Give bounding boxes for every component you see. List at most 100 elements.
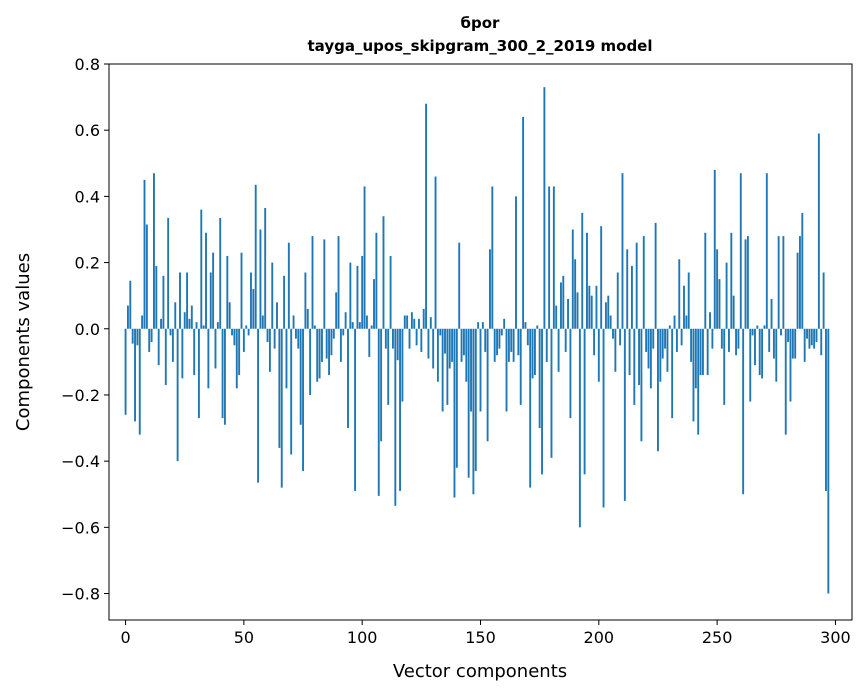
bar-205 <box>609 315 612 329</box>
bar-181 <box>552 186 555 329</box>
bar-79 <box>311 236 314 329</box>
bar-274 <box>772 328 775 359</box>
bar-95 <box>349 262 352 329</box>
bar-150 <box>479 328 482 412</box>
bar-283 <box>794 328 797 359</box>
y-axis-label: Components values <box>13 253 34 431</box>
y-tick-label: 0.4 <box>75 187 100 206</box>
bar-272 <box>768 328 771 352</box>
bar-264 <box>749 328 752 402</box>
bar-5 <box>136 328 139 346</box>
bar-77 <box>306 308 309 329</box>
bar-75 <box>302 328 304 472</box>
bar-90 <box>337 236 340 329</box>
bar-39 <box>216 322 219 329</box>
bar-69 <box>287 242 290 329</box>
bar-8 <box>143 179 146 329</box>
bar-294 <box>820 328 823 356</box>
bar-198 <box>593 328 596 356</box>
bar-116 <box>399 328 401 491</box>
bar-173 <box>533 328 536 376</box>
bar-217 <box>638 328 640 386</box>
bar-189 <box>571 229 574 329</box>
bar-127 <box>425 103 428 329</box>
bar-248 <box>711 328 714 349</box>
bar-141 <box>458 242 461 329</box>
bar-222 <box>649 328 652 389</box>
bar-133 <box>439 328 442 336</box>
bar-125 <box>420 328 423 352</box>
bar-38 <box>214 328 217 369</box>
bar-220 <box>645 328 648 352</box>
bar-180 <box>550 328 553 458</box>
bar-226 <box>659 328 662 382</box>
bar-235 <box>680 328 683 346</box>
bar-271 <box>765 173 768 329</box>
bar-172 <box>531 328 534 379</box>
bar-281 <box>789 328 792 402</box>
bar-221 <box>647 328 650 369</box>
bar-186 <box>564 328 567 352</box>
bar-156 <box>493 328 496 362</box>
bar-199 <box>595 285 598 329</box>
bar-66 <box>280 328 283 488</box>
bar-280 <box>787 328 790 342</box>
bar-82 <box>318 328 321 379</box>
bar-266 <box>754 328 756 366</box>
bar-33 <box>202 325 205 329</box>
bar-289 <box>808 328 811 349</box>
bar-18 <box>167 217 170 329</box>
bar-202 <box>602 328 605 508</box>
bar-227 <box>661 328 664 359</box>
bar-83 <box>321 328 323 362</box>
bar-72 <box>294 328 297 339</box>
bar-103 <box>368 328 371 357</box>
bar-120 <box>408 328 411 349</box>
bar-275 <box>775 328 778 382</box>
bar-290 <box>810 328 813 346</box>
bar-147 <box>472 328 475 495</box>
bar-32 <box>200 209 203 329</box>
bar-64 <box>276 302 278 329</box>
bar-177 <box>543 87 546 329</box>
bar-51 <box>245 325 248 329</box>
bar-59 <box>264 207 267 329</box>
bar-12 <box>153 173 155 329</box>
bar-263 <box>746 236 749 329</box>
axes-layer: 0 50 100 150 200 250 300 0.8 0.6 0.4 0.2 0.0 −0.2 −0.… <box>61 55 851 647</box>
bar-237 <box>685 315 688 329</box>
bar-151 <box>481 322 484 329</box>
bar-94 <box>347 328 349 429</box>
y-tick-label: −0.8 <box>61 585 100 604</box>
bar-190 <box>574 259 577 329</box>
bar-243 <box>699 328 702 376</box>
bar-193 <box>581 212 584 329</box>
bar-31 <box>197 328 200 419</box>
bar-244 <box>701 328 704 376</box>
bar-78 <box>309 328 312 395</box>
bar-164 <box>512 328 515 362</box>
bar-2 <box>129 280 132 329</box>
bar-87 <box>330 328 333 356</box>
bar-123 <box>415 328 418 346</box>
bar-260 <box>739 173 742 329</box>
y-tick-label: −0.2 <box>61 386 100 405</box>
y-tick-label: −0.6 <box>61 518 100 537</box>
bar-161 <box>505 328 508 412</box>
bar-16 <box>162 275 165 329</box>
x-tick-label: 100 <box>347 628 378 647</box>
bar-251 <box>718 279 721 329</box>
bar-167 <box>519 328 522 405</box>
x-tick-label: 150 <box>465 628 496 647</box>
bar-28 <box>190 305 193 329</box>
bar-144 <box>465 328 468 382</box>
y-tick-label: 0.8 <box>75 55 100 74</box>
bar-106 <box>375 232 378 329</box>
bars-layer <box>124 87 830 594</box>
bar-84 <box>323 239 326 329</box>
bar-54 <box>252 289 255 329</box>
bar-253 <box>723 328 726 405</box>
bar-152 <box>484 328 487 352</box>
bar-233 <box>675 328 678 352</box>
bar-13 <box>155 265 158 329</box>
